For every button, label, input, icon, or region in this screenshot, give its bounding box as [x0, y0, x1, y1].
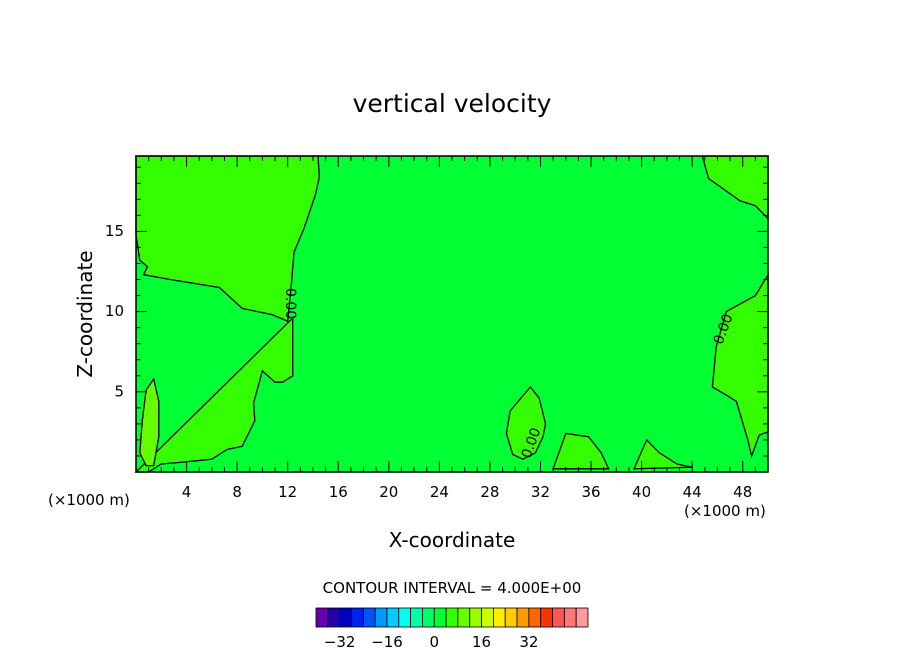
- colorbar-tick-label: −16: [371, 633, 403, 651]
- colorbar: [315, 607, 589, 628]
- colorbar-swatch: [422, 607, 435, 628]
- colorbar-swatch: [469, 607, 482, 628]
- x-unit-label-right: (×1000 m): [684, 502, 766, 520]
- plot-area: 0.000.000.00 4 8 12 16 20 24 28 32 36 40 44 48 5101…: [105, 155, 769, 501]
- colorbar-swatch: [481, 607, 494, 628]
- colorbar-swatch: [492, 607, 506, 628]
- y-axis-ticks: 5 10 15: [105, 166, 768, 457]
- contour-region-7: [711, 272, 769, 459]
- x-tick-label: 28: [480, 483, 499, 501]
- colorbar-swatch: [504, 607, 518, 628]
- colorbar-tick-labels: −32 −16 0 16 32: [324, 633, 539, 651]
- x-tick-label: 24: [430, 483, 449, 501]
- colorbar-swatch: [374, 607, 388, 628]
- colorbar-swatch: [339, 607, 352, 628]
- colorbar-swatch: [563, 607, 577, 628]
- colorbar-tick-label: 0: [429, 633, 439, 651]
- colorbar-swatch: [552, 607, 565, 628]
- x-unit-label-left: (×1000 m): [48, 491, 130, 509]
- colorbar-swatch: [575, 607, 589, 628]
- x-axis-ticks: 4 8 12 16 20 24 28 32 36 40 44 48: [148, 156, 756, 501]
- colorbar-swatch: [386, 607, 400, 628]
- colorbar-swatch: [410, 607, 423, 628]
- colorbar-swatch: [315, 607, 329, 628]
- x-tick-label: 32: [531, 483, 550, 501]
- colorbar-swatch: [362, 607, 376, 628]
- y-tick-label: 15: [105, 222, 124, 240]
- x-tick-label: 16: [329, 483, 348, 501]
- y-tick-label: 5: [114, 382, 124, 400]
- colorbar-swatch: [445, 607, 459, 628]
- y-axis-label: Z-coordinate: [73, 250, 97, 377]
- colorbar-swatch: [433, 607, 447, 628]
- contour-region-2: [134, 316, 294, 473]
- contour-label-1: 0.00: [282, 288, 298, 319]
- contour-interval-text: CONTOUR INTERVAL = 4.000E+00: [323, 579, 582, 597]
- colorbar-tick-label: 32: [519, 633, 538, 651]
- colorbar-swatch: [327, 607, 341, 628]
- chart-title: vertical velocity: [353, 89, 552, 118]
- x-tick-label: 40: [632, 483, 651, 501]
- contour-region-3: [505, 385, 547, 460]
- x-tick-label: 12: [278, 483, 297, 501]
- x-tick-label: 48: [733, 483, 752, 501]
- x-axis-label: X-coordinate: [389, 528, 516, 552]
- contour-region-4: [552, 432, 610, 470]
- colorbar-swatch: [398, 607, 412, 628]
- x-tick-label: 36: [581, 483, 600, 501]
- colorbar-swatch: [540, 607, 553, 628]
- contour-region-8: [139, 377, 160, 467]
- x-tick-label: 4: [182, 483, 192, 501]
- y-tick-label: 10: [105, 302, 124, 320]
- colorbar-swatch: [516, 607, 530, 628]
- colorbar-swatch: [351, 607, 364, 628]
- colorbar-swatch: [528, 607, 542, 628]
- contour-region-5: [632, 438, 693, 470]
- colorbar-tick-label: 16: [472, 633, 491, 651]
- x-tick-label: 44: [683, 483, 702, 501]
- x-tick-label: 8: [232, 483, 242, 501]
- x-tick-label: 20: [379, 483, 398, 501]
- colorbar-swatch: [457, 607, 471, 628]
- contour-regions: [134, 155, 769, 473]
- colorbar-tick-label: −32: [324, 633, 356, 651]
- contour-region-1: [135, 155, 320, 323]
